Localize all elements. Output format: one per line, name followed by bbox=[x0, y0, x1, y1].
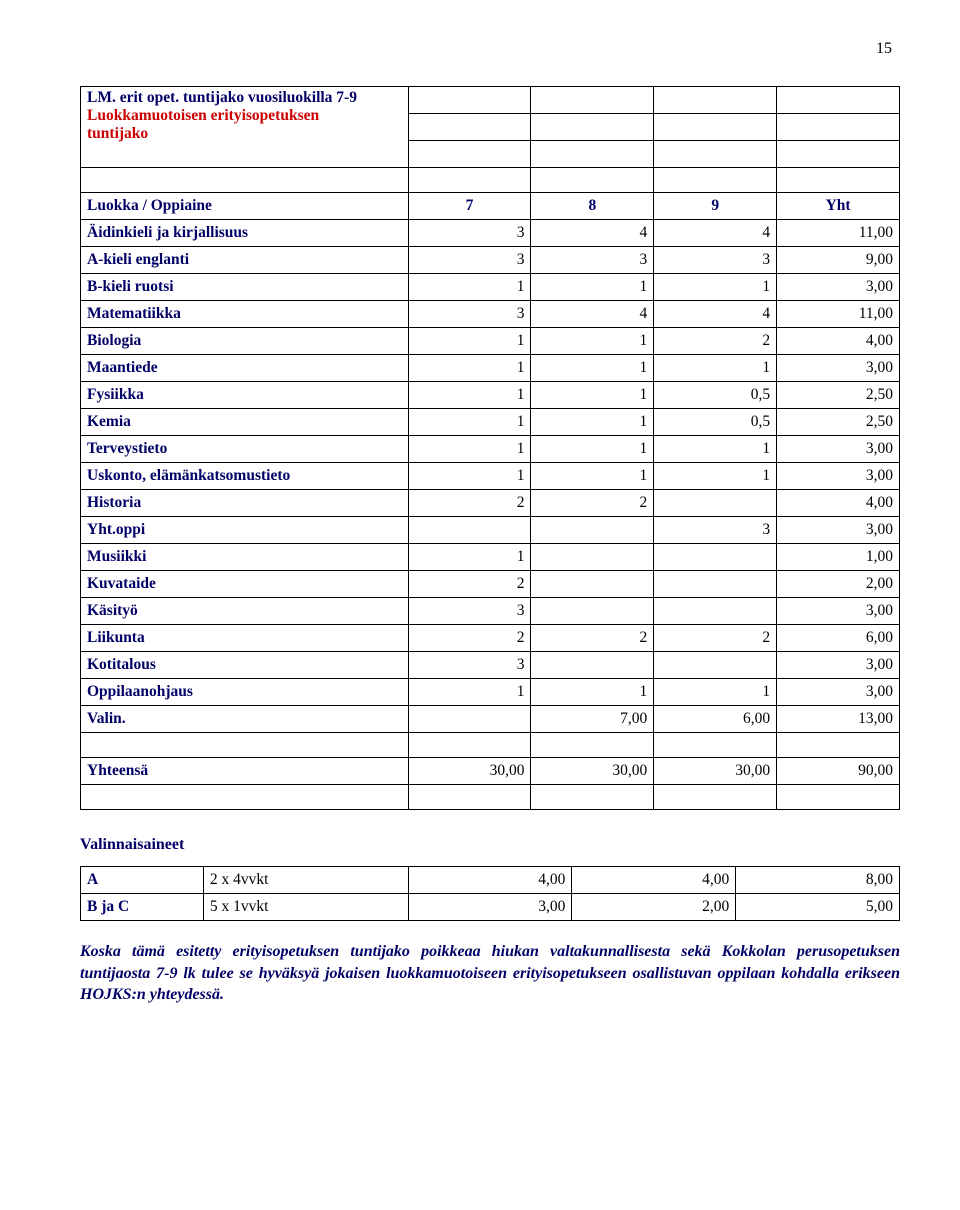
table-row: Biologia1124,00 bbox=[81, 328, 900, 355]
table-row: Historia224,00 bbox=[81, 490, 900, 517]
table-row: Fysiikka110,52,50 bbox=[81, 382, 900, 409]
table-row: Terveystieto1113,00 bbox=[81, 436, 900, 463]
electives-row: B ja C5 x 1vvkt3,002,005,00 bbox=[81, 894, 900, 921]
table-row: Äidinkieli ja kirjallisuus34411,00 bbox=[81, 220, 900, 247]
footnote-text: Koska tämä esitetty erityisopetuksen tun… bbox=[80, 941, 900, 1006]
table-row: Valin.7,006,0013,00 bbox=[81, 706, 900, 733]
electives-row: A2 x 4vvkt4,004,008,00 bbox=[81, 867, 900, 894]
table-row: Musiikki11,00 bbox=[81, 544, 900, 571]
curriculum-table: LM. erit opet. tuntijako vuosiluokilla 7… bbox=[80, 86, 900, 810]
table-row: Yht.oppi33,00 bbox=[81, 517, 900, 544]
table-row: Uskonto, elämänkatsomustieto1113,00 bbox=[81, 463, 900, 490]
table-row: Matematiikka34411,00 bbox=[81, 301, 900, 328]
table-row: Oppilaanohjaus1113,00 bbox=[81, 679, 900, 706]
table-subtitle-l1: Luokkamuotoisen erityisopetuksen bbox=[87, 107, 319, 124]
table-row: Kotitalous33,00 bbox=[81, 652, 900, 679]
table-subtitle-l2: tuntijako bbox=[87, 125, 148, 142]
table-row: B-kieli ruotsi1113,00 bbox=[81, 274, 900, 301]
page-number: 15 bbox=[80, 40, 900, 58]
table-title: LM. erit opet. tuntijako vuosiluokilla 7… bbox=[87, 89, 357, 106]
table-row: Maantiede1113,00 bbox=[81, 355, 900, 382]
table-row: A-kieli englanti3339,00 bbox=[81, 247, 900, 274]
table-row: Kemia110,52,50 bbox=[81, 409, 900, 436]
table-row: Kuvataide22,00 bbox=[81, 571, 900, 598]
table-total-row: Yhteensä 30,00 30,00 30,00 90,00 bbox=[81, 758, 900, 785]
table-row: Käsityö33,00 bbox=[81, 598, 900, 625]
table-header-row: Luokka / Oppiaine 7 8 9 Yht bbox=[81, 193, 900, 220]
table-row: Liikunta2226,00 bbox=[81, 625, 900, 652]
electives-title: Valinnaisaineet bbox=[80, 836, 900, 854]
electives-table: A2 x 4vvkt4,004,008,00B ja C5 x 1vvkt3,0… bbox=[80, 866, 900, 921]
